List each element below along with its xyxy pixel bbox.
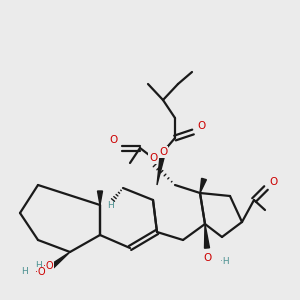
Text: ·H: ·H <box>220 257 230 266</box>
Polygon shape <box>157 152 166 185</box>
Text: O: O <box>159 147 167 157</box>
Polygon shape <box>200 178 206 193</box>
Text: O: O <box>197 121 205 131</box>
Text: H: H <box>106 202 113 211</box>
Text: O: O <box>110 135 118 145</box>
Text: ·O: ·O <box>35 267 45 277</box>
Polygon shape <box>48 252 70 270</box>
Text: H: H <box>21 268 28 277</box>
Text: ·O: ·O <box>43 261 53 271</box>
Text: O: O <box>203 253 211 263</box>
Polygon shape <box>205 224 209 248</box>
Polygon shape <box>98 191 103 205</box>
Text: O: O <box>270 177 278 187</box>
Text: H: H <box>34 262 41 271</box>
Text: O: O <box>149 153 157 163</box>
